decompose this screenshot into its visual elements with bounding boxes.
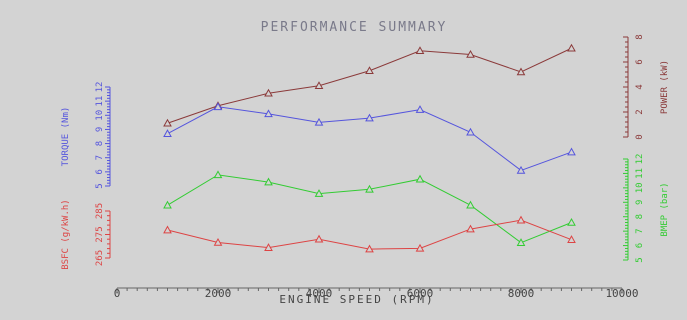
plot-area: 0 2000 4000 6000 8000 10000 0 2 4 6 8 POWER (kW) 5 6 7… (61, 34, 670, 300)
bmep-tick-label: 10 (635, 182, 645, 193)
x-tick-label: 2000 (205, 287, 232, 300)
bsfc-data-point (516, 215, 526, 224)
torque-tick-label: 9 (95, 127, 105, 132)
torque-axis-title: TORQUE (Nm) (61, 107, 71, 167)
bmep-data-point (314, 189, 324, 197)
x-tick-label: 0 (114, 287, 121, 300)
bsfc-data-point (466, 224, 475, 233)
chart-title: PERFORMANCE SUMMARY (261, 20, 448, 35)
torque-tick-label: 10 (95, 110, 105, 121)
torque-tick-label: 7 (95, 155, 105, 160)
power-data-point (567, 43, 576, 52)
bsfc-data-point (567, 235, 576, 243)
torque-data-point (516, 165, 526, 174)
power-tick-label: 0 (635, 134, 645, 139)
x-tick-label: 4000 (306, 287, 333, 300)
power-axis-title: POWER (kW) (660, 60, 670, 114)
x-axis-label: ENGINE SPEED (RPM) (279, 293, 434, 306)
x-tick-label: 10000 (605, 287, 638, 300)
bmep-data-point (213, 170, 223, 179)
torque-data-point (365, 113, 374, 122)
torque-data-point (264, 109, 273, 118)
torque-tick-label: 6 (95, 169, 105, 174)
power-series-line (167, 47, 572, 124)
power-data-point (365, 66, 374, 75)
bmep-tick-label: 5 (635, 257, 645, 262)
bsfc-tick-label: 265 (95, 250, 105, 266)
bmep-data-point (567, 217, 576, 226)
x-tick-label: 8000 (508, 287, 535, 300)
bmep-data-point (415, 174, 425, 183)
bmep-tick-label: 9 (635, 200, 645, 205)
power-data-point (314, 81, 324, 90)
power-tick-label: 4 (635, 84, 645, 89)
torque-tick-label: 11 (95, 96, 105, 107)
bmep-data-point (466, 200, 475, 209)
power-data-point (516, 67, 526, 76)
power-tick-label: 2 (635, 109, 645, 114)
bsfc-data-point (314, 234, 324, 243)
power-tick-label: 8 (635, 34, 645, 39)
bmep-data-point (365, 184, 374, 193)
torque-data-point (314, 117, 324, 126)
bmep-tick-label: 8 (635, 214, 645, 219)
torque-data-point (415, 105, 425, 113)
bsfc-data-point (415, 243, 425, 252)
bsfc-axis-title: BSFC (g/kW.h) (61, 199, 71, 269)
torque-data-point (466, 127, 475, 136)
bsfc-data-point (213, 237, 223, 246)
bmep-data-point (163, 200, 172, 209)
torque-data-point (567, 147, 576, 156)
bsfc-tick-label: 275 (95, 226, 105, 242)
torque-tick-label: 12 (95, 82, 105, 93)
bsfc-data-point (264, 243, 273, 251)
bsfc-data-point (365, 244, 374, 253)
power-data-point (415, 46, 425, 55)
bmep-data-point (516, 238, 526, 246)
bsfc-tick-label: 285 (95, 203, 105, 219)
bmep-tick-label: 7 (635, 228, 645, 233)
power-data-point (264, 88, 273, 97)
bmep-data-point (264, 177, 273, 186)
bmep-tick-label: 11 (635, 168, 645, 179)
bmep-tick-label: 12 (635, 154, 645, 165)
torque-tick-label: 8 (95, 141, 105, 146)
bsfc-data-point (163, 225, 172, 234)
power-data-point (466, 49, 475, 58)
torque-data-point (213, 102, 223, 111)
power-data-point (163, 118, 172, 127)
bmep-tick-label: 6 (635, 243, 645, 248)
bmep-axis-title: BMEP (bar) (660, 182, 670, 236)
torque-data-point (163, 129, 172, 137)
torque-tick-label: 5 (95, 183, 105, 188)
x-tick-label: 6000 (407, 287, 434, 300)
power-tick-label: 6 (635, 59, 645, 64)
